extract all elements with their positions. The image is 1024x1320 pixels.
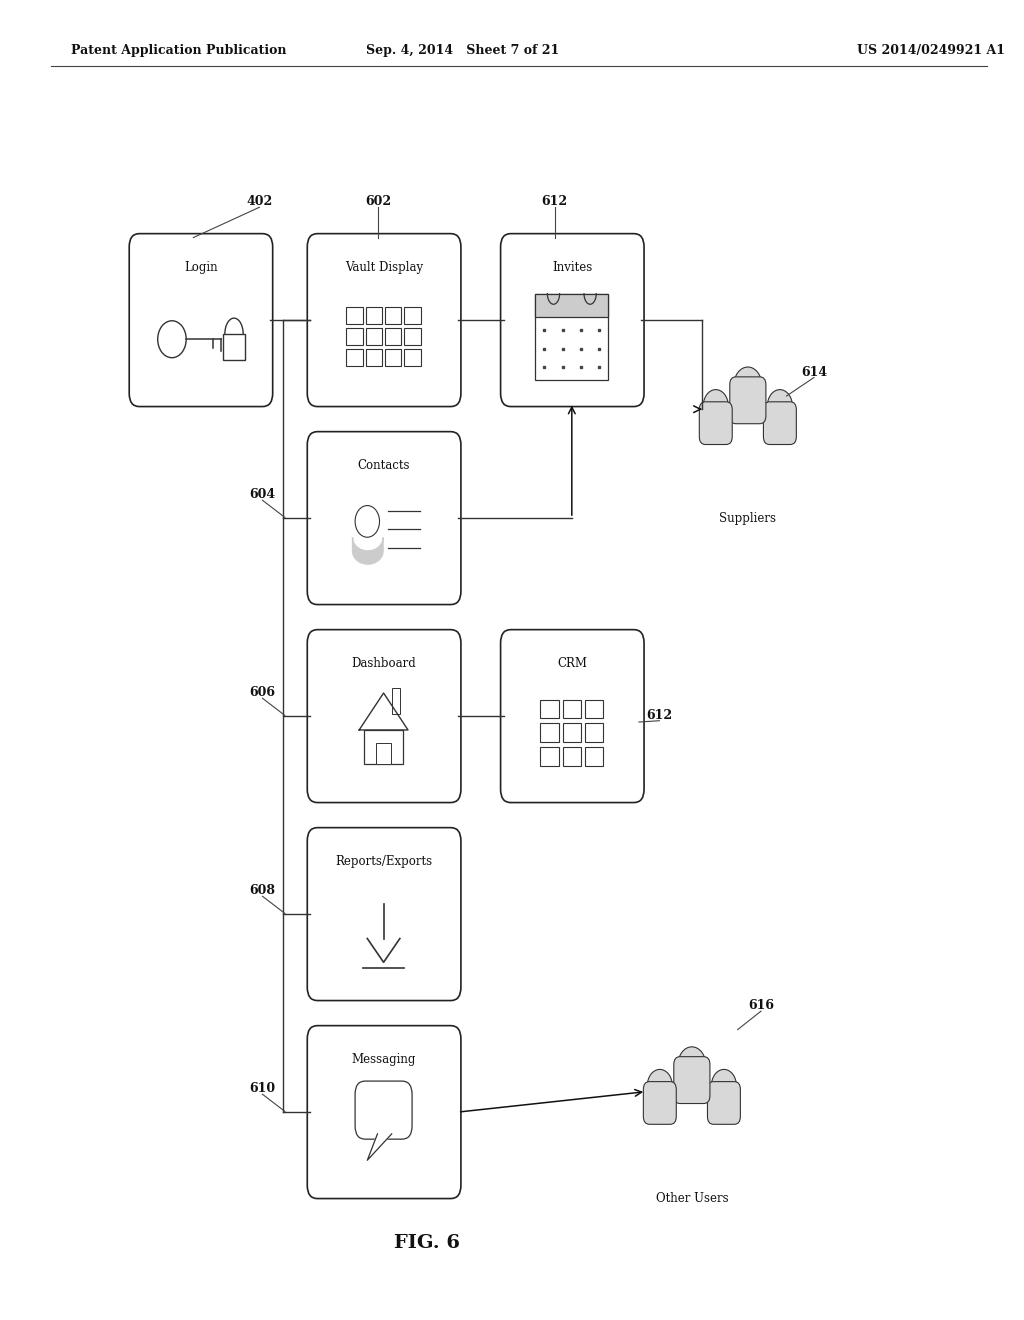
Text: 402: 402 (247, 195, 272, 209)
FancyBboxPatch shape (501, 630, 644, 803)
Text: Suppliers: Suppliers (719, 512, 776, 525)
FancyBboxPatch shape (129, 234, 272, 407)
FancyBboxPatch shape (585, 723, 603, 742)
FancyBboxPatch shape (501, 234, 644, 407)
FancyBboxPatch shape (346, 306, 362, 323)
Text: 606: 606 (250, 686, 275, 700)
Text: Reports/Exports: Reports/Exports (336, 855, 433, 869)
FancyBboxPatch shape (536, 294, 608, 317)
FancyBboxPatch shape (536, 293, 608, 380)
FancyBboxPatch shape (764, 401, 797, 445)
FancyBboxPatch shape (385, 327, 401, 345)
Text: 608: 608 (250, 884, 275, 898)
Circle shape (767, 389, 793, 422)
Text: CRM: CRM (557, 657, 588, 671)
FancyBboxPatch shape (365, 730, 402, 764)
Text: 614: 614 (801, 366, 827, 379)
FancyBboxPatch shape (307, 630, 461, 803)
FancyBboxPatch shape (562, 747, 581, 766)
FancyBboxPatch shape (366, 348, 382, 366)
FancyBboxPatch shape (585, 747, 603, 766)
FancyBboxPatch shape (404, 306, 421, 323)
Text: Vault Display: Vault Display (345, 261, 423, 275)
Text: US 2014/0249921 A1: US 2014/0249921 A1 (857, 44, 1005, 57)
FancyBboxPatch shape (404, 327, 421, 345)
Circle shape (712, 1069, 736, 1102)
Text: Patent Application Publication: Patent Application Publication (72, 44, 287, 57)
FancyBboxPatch shape (730, 378, 766, 424)
FancyBboxPatch shape (355, 1081, 412, 1139)
FancyBboxPatch shape (643, 1081, 676, 1125)
FancyBboxPatch shape (541, 700, 558, 718)
Text: Dashboard: Dashboard (351, 657, 417, 671)
FancyBboxPatch shape (346, 348, 362, 366)
Text: FIG. 6: FIG. 6 (394, 1234, 461, 1253)
FancyBboxPatch shape (223, 334, 245, 360)
Circle shape (158, 321, 186, 358)
Text: Messaging: Messaging (352, 1053, 417, 1067)
Text: 612: 612 (646, 709, 673, 722)
Circle shape (647, 1069, 673, 1102)
FancyBboxPatch shape (307, 432, 461, 605)
FancyBboxPatch shape (366, 306, 382, 323)
Circle shape (703, 389, 728, 422)
Circle shape (734, 367, 762, 403)
Text: Other Users: Other Users (655, 1192, 728, 1205)
FancyBboxPatch shape (541, 747, 558, 766)
FancyBboxPatch shape (307, 828, 461, 1001)
FancyBboxPatch shape (699, 401, 732, 445)
FancyBboxPatch shape (562, 700, 581, 718)
FancyBboxPatch shape (385, 348, 401, 366)
Polygon shape (359, 693, 408, 730)
FancyBboxPatch shape (541, 723, 558, 742)
Text: Sep. 4, 2014   Sheet 7 of 21: Sep. 4, 2014 Sheet 7 of 21 (367, 44, 559, 57)
FancyBboxPatch shape (385, 306, 401, 323)
Circle shape (678, 1047, 706, 1082)
FancyBboxPatch shape (307, 234, 461, 407)
FancyBboxPatch shape (307, 1026, 461, 1199)
FancyBboxPatch shape (674, 1056, 710, 1104)
FancyBboxPatch shape (392, 688, 399, 714)
FancyBboxPatch shape (708, 1081, 740, 1125)
Text: 612: 612 (542, 195, 567, 209)
Text: 604: 604 (250, 488, 275, 502)
FancyBboxPatch shape (346, 327, 362, 345)
Polygon shape (368, 1134, 392, 1160)
Text: 602: 602 (366, 195, 391, 209)
Text: Invites: Invites (552, 261, 593, 275)
FancyBboxPatch shape (404, 348, 421, 366)
Text: Login: Login (184, 261, 218, 275)
FancyBboxPatch shape (377, 743, 391, 764)
FancyBboxPatch shape (585, 700, 603, 718)
FancyBboxPatch shape (562, 723, 581, 742)
Text: 616: 616 (749, 999, 774, 1012)
FancyBboxPatch shape (366, 327, 382, 345)
Text: Contacts: Contacts (357, 459, 411, 473)
Text: 610: 610 (250, 1082, 275, 1096)
Circle shape (355, 506, 380, 537)
